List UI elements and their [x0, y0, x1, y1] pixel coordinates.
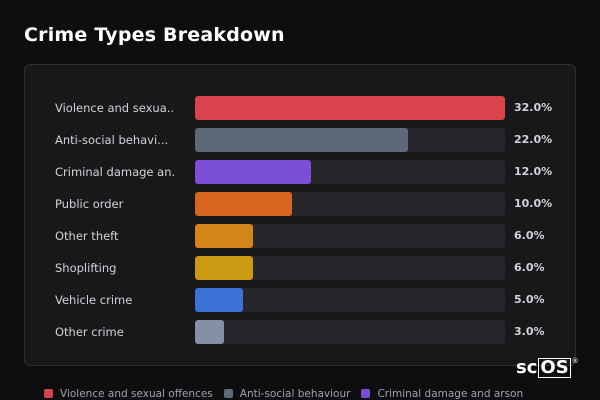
- bar-track: [195, 288, 505, 312]
- category-label: Public order: [55, 197, 124, 211]
- legend-item[interactable]: Violence and sexual offences: [44, 388, 213, 400]
- legend-label: Criminal damage and arson: [377, 387, 524, 400]
- bar-track: [195, 96, 505, 120]
- value-label: 12.0%: [514, 165, 553, 178]
- category-label: Other theft: [55, 229, 119, 243]
- bar-track: [195, 192, 505, 216]
- bar-track: [195, 128, 505, 152]
- category-label: Other crime: [55, 325, 124, 339]
- bar[interactable]: [195, 96, 505, 120]
- bar[interactable]: [195, 320, 224, 344]
- value-label: 6.0%: [514, 261, 545, 274]
- chart-card: Violence and sexua... 32.0% Anti-social be…: [24, 64, 576, 366]
- legend-label: Violence and sexual offences: [60, 387, 213, 400]
- brand-logo-prefix: sc: [516, 357, 538, 378]
- legend-swatch: [44, 389, 53, 398]
- brand-logo: sc OS ®: [516, 357, 579, 378]
- brand-logo-mark: ®: [571, 357, 579, 365]
- category-label: Violence and sexua...: [55, 101, 175, 115]
- bar-row: Public order 10.0%: [25, 192, 577, 218]
- bar[interactable]: [195, 288, 243, 312]
- brand-logo-box: OS: [538, 356, 571, 378]
- category-label: Criminal damage an...: [55, 165, 175, 179]
- bar-row: Other theft 6.0%: [25, 224, 577, 250]
- legend-item[interactable]: Anti-social behaviour: [223, 387, 351, 400]
- legend-swatch: [223, 389, 233, 398]
- legend-label: Anti-social behaviour: [239, 387, 351, 400]
- bar-row: Shoplifting 6.0%: [25, 256, 577, 282]
- legend-item[interactable]: Criminal damage and arson: [361, 388, 523, 400]
- bar[interactable]: [195, 224, 253, 248]
- value-label: 22.0%: [514, 133, 553, 146]
- category-label: Vehicle crime: [55, 293, 133, 307]
- bar-row: Vehicle crime 5.0%: [25, 288, 577, 314]
- legend-swatch: [361, 389, 371, 398]
- bar[interactable]: [195, 192, 292, 216]
- chart-title: Crime Types Breakdown: [24, 24, 285, 46]
- category-label: Anti-social behavi...: [55, 133, 169, 147]
- bar[interactable]: [195, 128, 408, 152]
- bar-row: Criminal damage an... 12.0%: [25, 160, 577, 186]
- bar-track: [195, 160, 505, 184]
- bar-track: [195, 256, 505, 280]
- bar-row: Violence and sexua... 32.0%: [25, 96, 577, 122]
- bar-track: [195, 320, 505, 344]
- bar-row: Other crime 3.0%: [25, 320, 577, 346]
- value-label: 10.0%: [514, 197, 553, 210]
- bar-track: [195, 224, 505, 248]
- bar[interactable]: [195, 256, 253, 280]
- value-label: 6.0%: [514, 229, 545, 242]
- value-label: 5.0%: [514, 293, 545, 306]
- bar-row: Anti-social behavi... 22.0%: [25, 128, 577, 154]
- category-label: Shoplifting: [55, 261, 117, 275]
- value-label: 32.0%: [514, 101, 553, 114]
- bar[interactable]: [195, 160, 311, 184]
- value-label: 3.0%: [514, 325, 545, 338]
- chart-legend: Violence and sexual offences Anti-social …: [44, 387, 534, 400]
